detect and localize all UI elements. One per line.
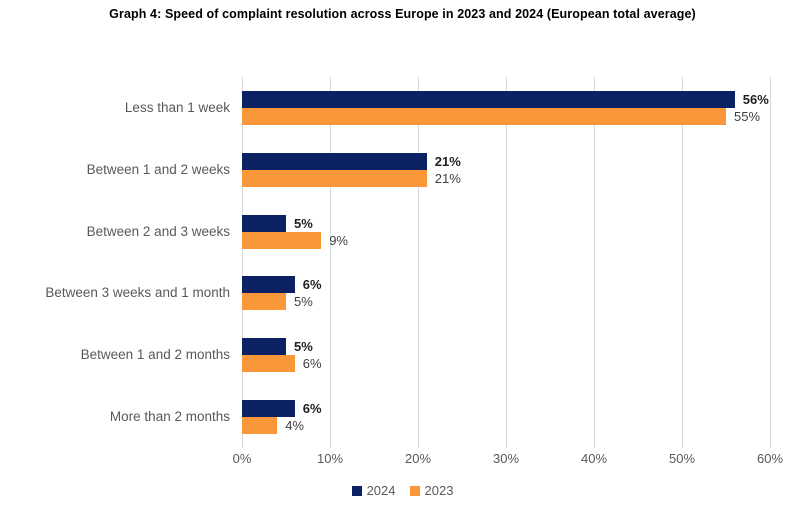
bar-2024 xyxy=(242,90,735,108)
category-label: Less than 1 week xyxy=(124,99,230,115)
category-label: Between 1 and 2 weeks xyxy=(86,161,230,177)
x-tick-label: 50% xyxy=(668,451,696,466)
x-tick-label: 40% xyxy=(580,451,608,466)
value-label-2024: 6% xyxy=(302,401,322,417)
value-label-2024: 56% xyxy=(742,91,769,107)
bar-2023 xyxy=(242,355,295,373)
value-label-2024: 6% xyxy=(302,277,322,293)
bar-2024 xyxy=(242,400,295,418)
x-tick-label: 10% xyxy=(316,451,344,466)
legend: 2024 2023 xyxy=(0,483,805,498)
value-label-2023: 6% xyxy=(302,356,322,372)
value-label-2023: 5% xyxy=(294,294,313,310)
chart-title: Graph 4: Speed of complaint resolution a… xyxy=(109,7,696,21)
bar-2023 xyxy=(242,231,322,249)
legend-swatch-2023 xyxy=(409,485,420,496)
x-tick-label: 30% xyxy=(492,451,520,466)
gridline xyxy=(681,77,683,448)
x-tick-label: 60% xyxy=(756,451,784,466)
value-label-2024: 5% xyxy=(294,215,313,231)
bar-2023 xyxy=(242,293,286,311)
bar-2024 xyxy=(242,214,286,232)
legend-label: 2024 xyxy=(366,483,396,498)
bar-2024 xyxy=(242,152,427,170)
bar-2024 xyxy=(242,276,295,294)
value-label-2024: 5% xyxy=(294,339,313,355)
gridline xyxy=(329,77,331,448)
x-tick-label: 0% xyxy=(232,451,252,466)
category-label: Between 2 and 3 weeks xyxy=(86,223,230,239)
gridline xyxy=(241,77,243,448)
value-label-2023: 9% xyxy=(329,232,348,248)
value-label-2023: 55% xyxy=(734,108,761,124)
x-tick-label: 20% xyxy=(404,451,432,466)
legend-label: 2023 xyxy=(424,483,454,498)
gridline xyxy=(593,77,595,448)
value-label-2023: 4% xyxy=(285,418,304,434)
gridline xyxy=(417,77,419,448)
value-label-2024: 21% xyxy=(434,153,461,169)
legend-swatch-2024 xyxy=(351,485,362,496)
legend-item-2024: 2024 xyxy=(351,483,396,498)
bar-2024 xyxy=(242,338,286,356)
value-label-2023: 21% xyxy=(434,170,461,186)
bar-2023 xyxy=(242,107,726,125)
category-label: More than 2 months xyxy=(109,409,230,425)
category-label: Between 1 and 2 months xyxy=(80,347,230,363)
bar-2023 xyxy=(242,417,278,435)
bar-2023 xyxy=(242,169,427,187)
category-label: Between 3 weeks and 1 month xyxy=(45,285,230,301)
legend-item-2023: 2023 xyxy=(409,483,454,498)
gridline xyxy=(505,77,507,448)
gridline xyxy=(769,77,771,448)
plot-area: Less than 1 week 56% 55% Between 1 and 2 we… xyxy=(45,77,771,448)
